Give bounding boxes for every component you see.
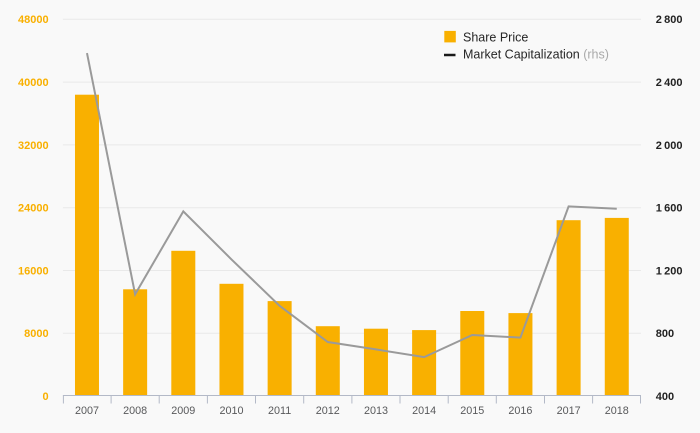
svg-text:400: 400	[656, 391, 674, 403]
svg-text:2015: 2015	[460, 405, 484, 417]
svg-text:2012: 2012	[316, 405, 340, 417]
svg-text:2018: 2018	[605, 405, 629, 417]
svg-text:24000: 24000	[18, 203, 49, 215]
svg-text:32000: 32000	[18, 140, 49, 152]
svg-text:2010: 2010	[219, 405, 243, 417]
svg-text:48000: 48000	[18, 14, 49, 26]
svg-text:2009: 2009	[171, 405, 195, 417]
svg-text:2017: 2017	[557, 405, 581, 417]
svg-text:2011: 2011	[268, 405, 291, 417]
svg-text:2014: 2014	[412, 405, 436, 417]
svg-text:0: 0	[42, 391, 48, 403]
svg-text:2 000: 2 000	[656, 140, 683, 152]
svg-text:Market Capitalization (rhs): Market Capitalization (rhs)	[463, 48, 609, 62]
svg-text:800: 800	[656, 328, 674, 340]
svg-text:2016: 2016	[508, 405, 532, 417]
svg-text:2 400: 2 400	[656, 77, 683, 89]
svg-text:1 600: 1 600	[656, 203, 683, 215]
svg-text:2013: 2013	[364, 405, 388, 417]
svg-text:2 800: 2 800	[656, 14, 683, 26]
svg-text:2007: 2007	[75, 405, 99, 417]
svg-text:40000: 40000	[18, 77, 49, 89]
svg-text:2008: 2008	[123, 405, 147, 417]
svg-text:1 200: 1 200	[656, 265, 683, 277]
svg-text:8000: 8000	[24, 328, 48, 340]
svg-text:16000: 16000	[18, 265, 49, 277]
svg-text:Share Price: Share Price	[463, 30, 528, 44]
